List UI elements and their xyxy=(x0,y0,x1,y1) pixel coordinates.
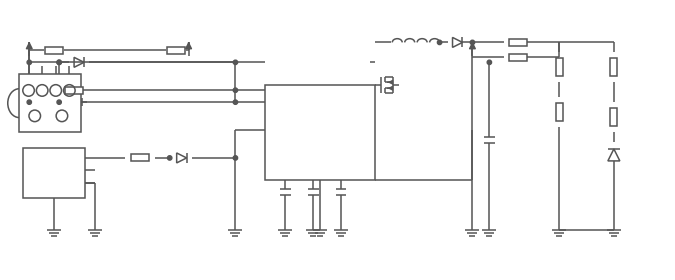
Circle shape xyxy=(437,40,441,45)
Bar xyxy=(45,47,63,54)
Bar xyxy=(556,58,562,76)
Circle shape xyxy=(167,156,172,160)
Circle shape xyxy=(57,60,61,64)
Circle shape xyxy=(234,60,238,64)
Circle shape xyxy=(57,60,61,64)
Bar xyxy=(510,39,527,46)
Circle shape xyxy=(234,100,238,104)
Bar xyxy=(20,74,81,132)
Circle shape xyxy=(487,60,491,64)
Bar xyxy=(610,58,618,76)
Bar xyxy=(610,108,618,126)
Bar xyxy=(265,85,375,180)
Circle shape xyxy=(234,88,238,92)
Bar xyxy=(131,155,148,161)
Circle shape xyxy=(470,40,475,45)
Bar xyxy=(510,54,527,61)
Circle shape xyxy=(57,100,61,104)
Circle shape xyxy=(234,156,238,160)
Circle shape xyxy=(27,100,32,104)
Bar xyxy=(65,87,83,94)
Bar xyxy=(24,148,85,198)
Circle shape xyxy=(27,60,32,64)
Bar xyxy=(167,47,185,54)
Bar xyxy=(556,103,562,121)
